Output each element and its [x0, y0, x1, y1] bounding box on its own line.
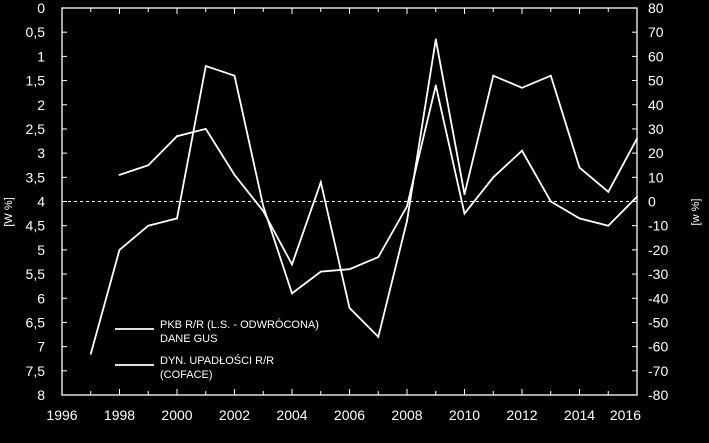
- right-tick-label: 40: [648, 97, 664, 113]
- left-tick-label: 2: [37, 97, 45, 113]
- left-tick-label: 0,5: [26, 24, 46, 40]
- x-tick-label: 2016: [610, 407, 641, 423]
- x-tick-label: 2006: [334, 407, 365, 423]
- data-point: [607, 224, 610, 227]
- data-point: [636, 195, 638, 198]
- data-point: [549, 200, 552, 203]
- data-point: [176, 217, 178, 220]
- right-axis-ticks: 80 70 60 50 40 30 20 10 0 -10 -20 -30 -40 -50 -60 -70 -8…: [632, 0, 668, 403]
- data-point: [348, 268, 351, 271]
- data-point: [406, 219, 408, 222]
- legend: PKB R/R (L.S. - ODWRÓCONA) DANE GUS DYN.…: [115, 318, 319, 381]
- data-point: [147, 164, 150, 167]
- data-point: [262, 205, 265, 208]
- right-tick-label: -50: [648, 314, 668, 330]
- data-point: [406, 205, 408, 208]
- left-tick-label: 7: [37, 339, 45, 355]
- right-tick-label: -70: [648, 363, 668, 379]
- data-point: [89, 352, 92, 355]
- x-tick-label: 2014: [564, 407, 595, 423]
- data-point: [204, 65, 207, 67]
- right-tick-label: 10: [648, 169, 664, 185]
- left-tick-label: 4,5: [26, 218, 46, 234]
- data-point: [233, 74, 236, 77]
- series-lines: [89, 38, 638, 355]
- data-point: [492, 74, 495, 77]
- data-point: [291, 292, 293, 295]
- x-tick-label: 2000: [161, 407, 192, 423]
- left-tick-label: 6: [37, 290, 45, 306]
- data-point: [377, 336, 380, 338]
- left-tick-label: 1,5: [26, 73, 46, 89]
- left-tick-label: 1: [37, 48, 45, 64]
- x-tick-label: 1998: [104, 407, 135, 423]
- data-point: [549, 74, 552, 77]
- left-tick-label: 4: [37, 194, 45, 210]
- right-tick-label: 50: [648, 73, 664, 89]
- legend-label-upadlosci-line2: (COFACE): [160, 369, 213, 381]
- data-point: [463, 193, 466, 196]
- right-axis-title: [w %]: [690, 199, 702, 226]
- data-point: [434, 38, 437, 41]
- left-tick-label: 6,5: [26, 314, 46, 330]
- data-point: [578, 217, 581, 220]
- data-point: [607, 190, 610, 193]
- data-point: [348, 307, 351, 309]
- left-tick-label: 8: [37, 387, 45, 403]
- data-point: [463, 212, 466, 215]
- x-axis-ticks: 1996 1998 2000 2002 2004 2006 2008 2010 2012 2014…: [46, 8, 641, 423]
- right-tick-label: 80: [648, 0, 664, 16]
- data-point: [636, 137, 638, 140]
- x-tick-label: 2008: [391, 407, 422, 423]
- data-point: [204, 128, 207, 130]
- data-point: [377, 256, 380, 259]
- x-tick-label: 1996: [46, 407, 77, 423]
- data-point: [319, 181, 322, 184]
- right-tick-label: 60: [648, 48, 664, 64]
- data-point: [118, 173, 121, 176]
- right-tick-label: 0: [648, 194, 656, 210]
- right-tick-label: -30: [648, 266, 668, 282]
- left-tick-label: 0: [37, 0, 45, 16]
- series-line-upadlosci: [89, 64, 638, 355]
- data-point: [434, 84, 437, 87]
- left-axis-ticks: 0 0,5 1 1,5 2 2,5 3 3,5 4 4,5 5 5,5 6 6,5 7 7,5 8: [26, 0, 67, 403]
- right-tick-label: -80: [648, 387, 668, 403]
- left-axis-title: [W %]: [3, 197, 15, 226]
- data-point: [233, 173, 236, 176]
- data-point: [521, 149, 523, 152]
- x-tick-label: 2012: [506, 407, 537, 423]
- left-tick-label: 3: [37, 145, 45, 161]
- data-point: [521, 86, 523, 89]
- left-tick-label: 5,5: [26, 266, 46, 282]
- right-tick-label: -60: [648, 339, 668, 355]
- data-point: [176, 135, 178, 138]
- data-point: [147, 224, 150, 227]
- right-tick-label: 20: [648, 145, 664, 161]
- x-tick-label: 2010: [449, 407, 480, 423]
- left-tick-label: 3,5: [26, 169, 46, 185]
- data-point: [262, 210, 265, 213]
- legend-label-pkb-line2: DANE GUS: [160, 333, 217, 345]
- right-tick-label: -10: [648, 218, 668, 234]
- left-tick-label: 5: [37, 242, 45, 258]
- x-tick-label: 2002: [219, 407, 250, 423]
- x-tick-label: 2004: [276, 407, 307, 423]
- data-point: [291, 263, 293, 266]
- left-tick-label: 7,5: [26, 363, 46, 379]
- data-point: [492, 176, 495, 179]
- data-point: [578, 166, 581, 169]
- data-point: [118, 248, 121, 251]
- data-point: [319, 270, 322, 273]
- right-tick-label: 70: [648, 24, 664, 40]
- left-tick-label: 2,5: [26, 121, 46, 137]
- legend-label-upadlosci-line1: DYN. UPADŁOŚCI R/R: [160, 354, 274, 367]
- right-tick-label: -20: [648, 242, 668, 258]
- legend-label-pkb-line1: PKB R/R (L.S. - ODWRÓCONA): [160, 318, 319, 331]
- right-tick-label: -40: [648, 290, 668, 306]
- right-tick-label: 30: [648, 121, 664, 137]
